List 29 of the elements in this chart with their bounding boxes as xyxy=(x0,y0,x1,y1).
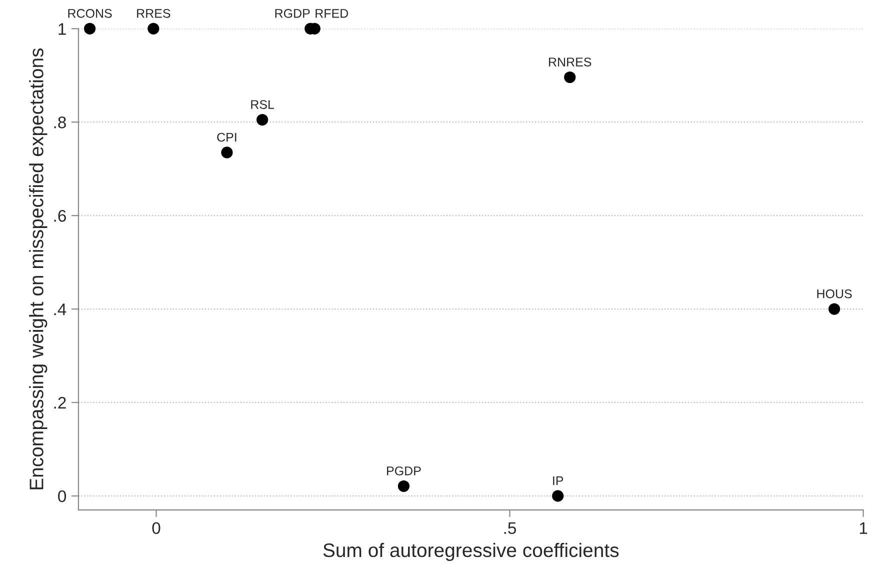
point xyxy=(552,490,564,502)
point xyxy=(84,22,96,34)
x-axis-title: Sum of autoregressive coefficients xyxy=(323,542,619,561)
annotation: PGDP xyxy=(387,466,421,476)
y-tick-label: 1 xyxy=(58,23,66,35)
y-tick-label: 0 xyxy=(58,490,66,502)
annotation: CPI xyxy=(217,132,236,142)
point xyxy=(564,71,576,84)
point xyxy=(828,303,840,315)
y-tick-label: .6 xyxy=(54,210,66,222)
point xyxy=(398,480,410,492)
y-tick-label: .4 xyxy=(54,304,66,316)
annotation: RFED xyxy=(316,9,348,18)
annotation: HOUS xyxy=(817,289,852,298)
y-axis-title: Encompassing weight on misspecified expectations xyxy=(29,48,48,490)
annotation: RGDP xyxy=(275,8,310,18)
annotation: RNRES xyxy=(549,58,592,66)
x-tick-label: 0 xyxy=(152,522,160,534)
x-tick-label: 1 xyxy=(860,522,868,534)
annotation: RSL xyxy=(251,100,274,109)
x-tick-label: .5 xyxy=(504,522,516,534)
y-tick-label: .8 xyxy=(54,116,66,128)
point xyxy=(221,146,233,158)
annotation: IP xyxy=(553,476,564,486)
annotation: RCONS xyxy=(68,8,112,18)
point xyxy=(256,114,268,126)
point xyxy=(148,22,160,34)
y-tick-label: .2 xyxy=(54,396,66,409)
annotation: RRES xyxy=(137,8,170,18)
